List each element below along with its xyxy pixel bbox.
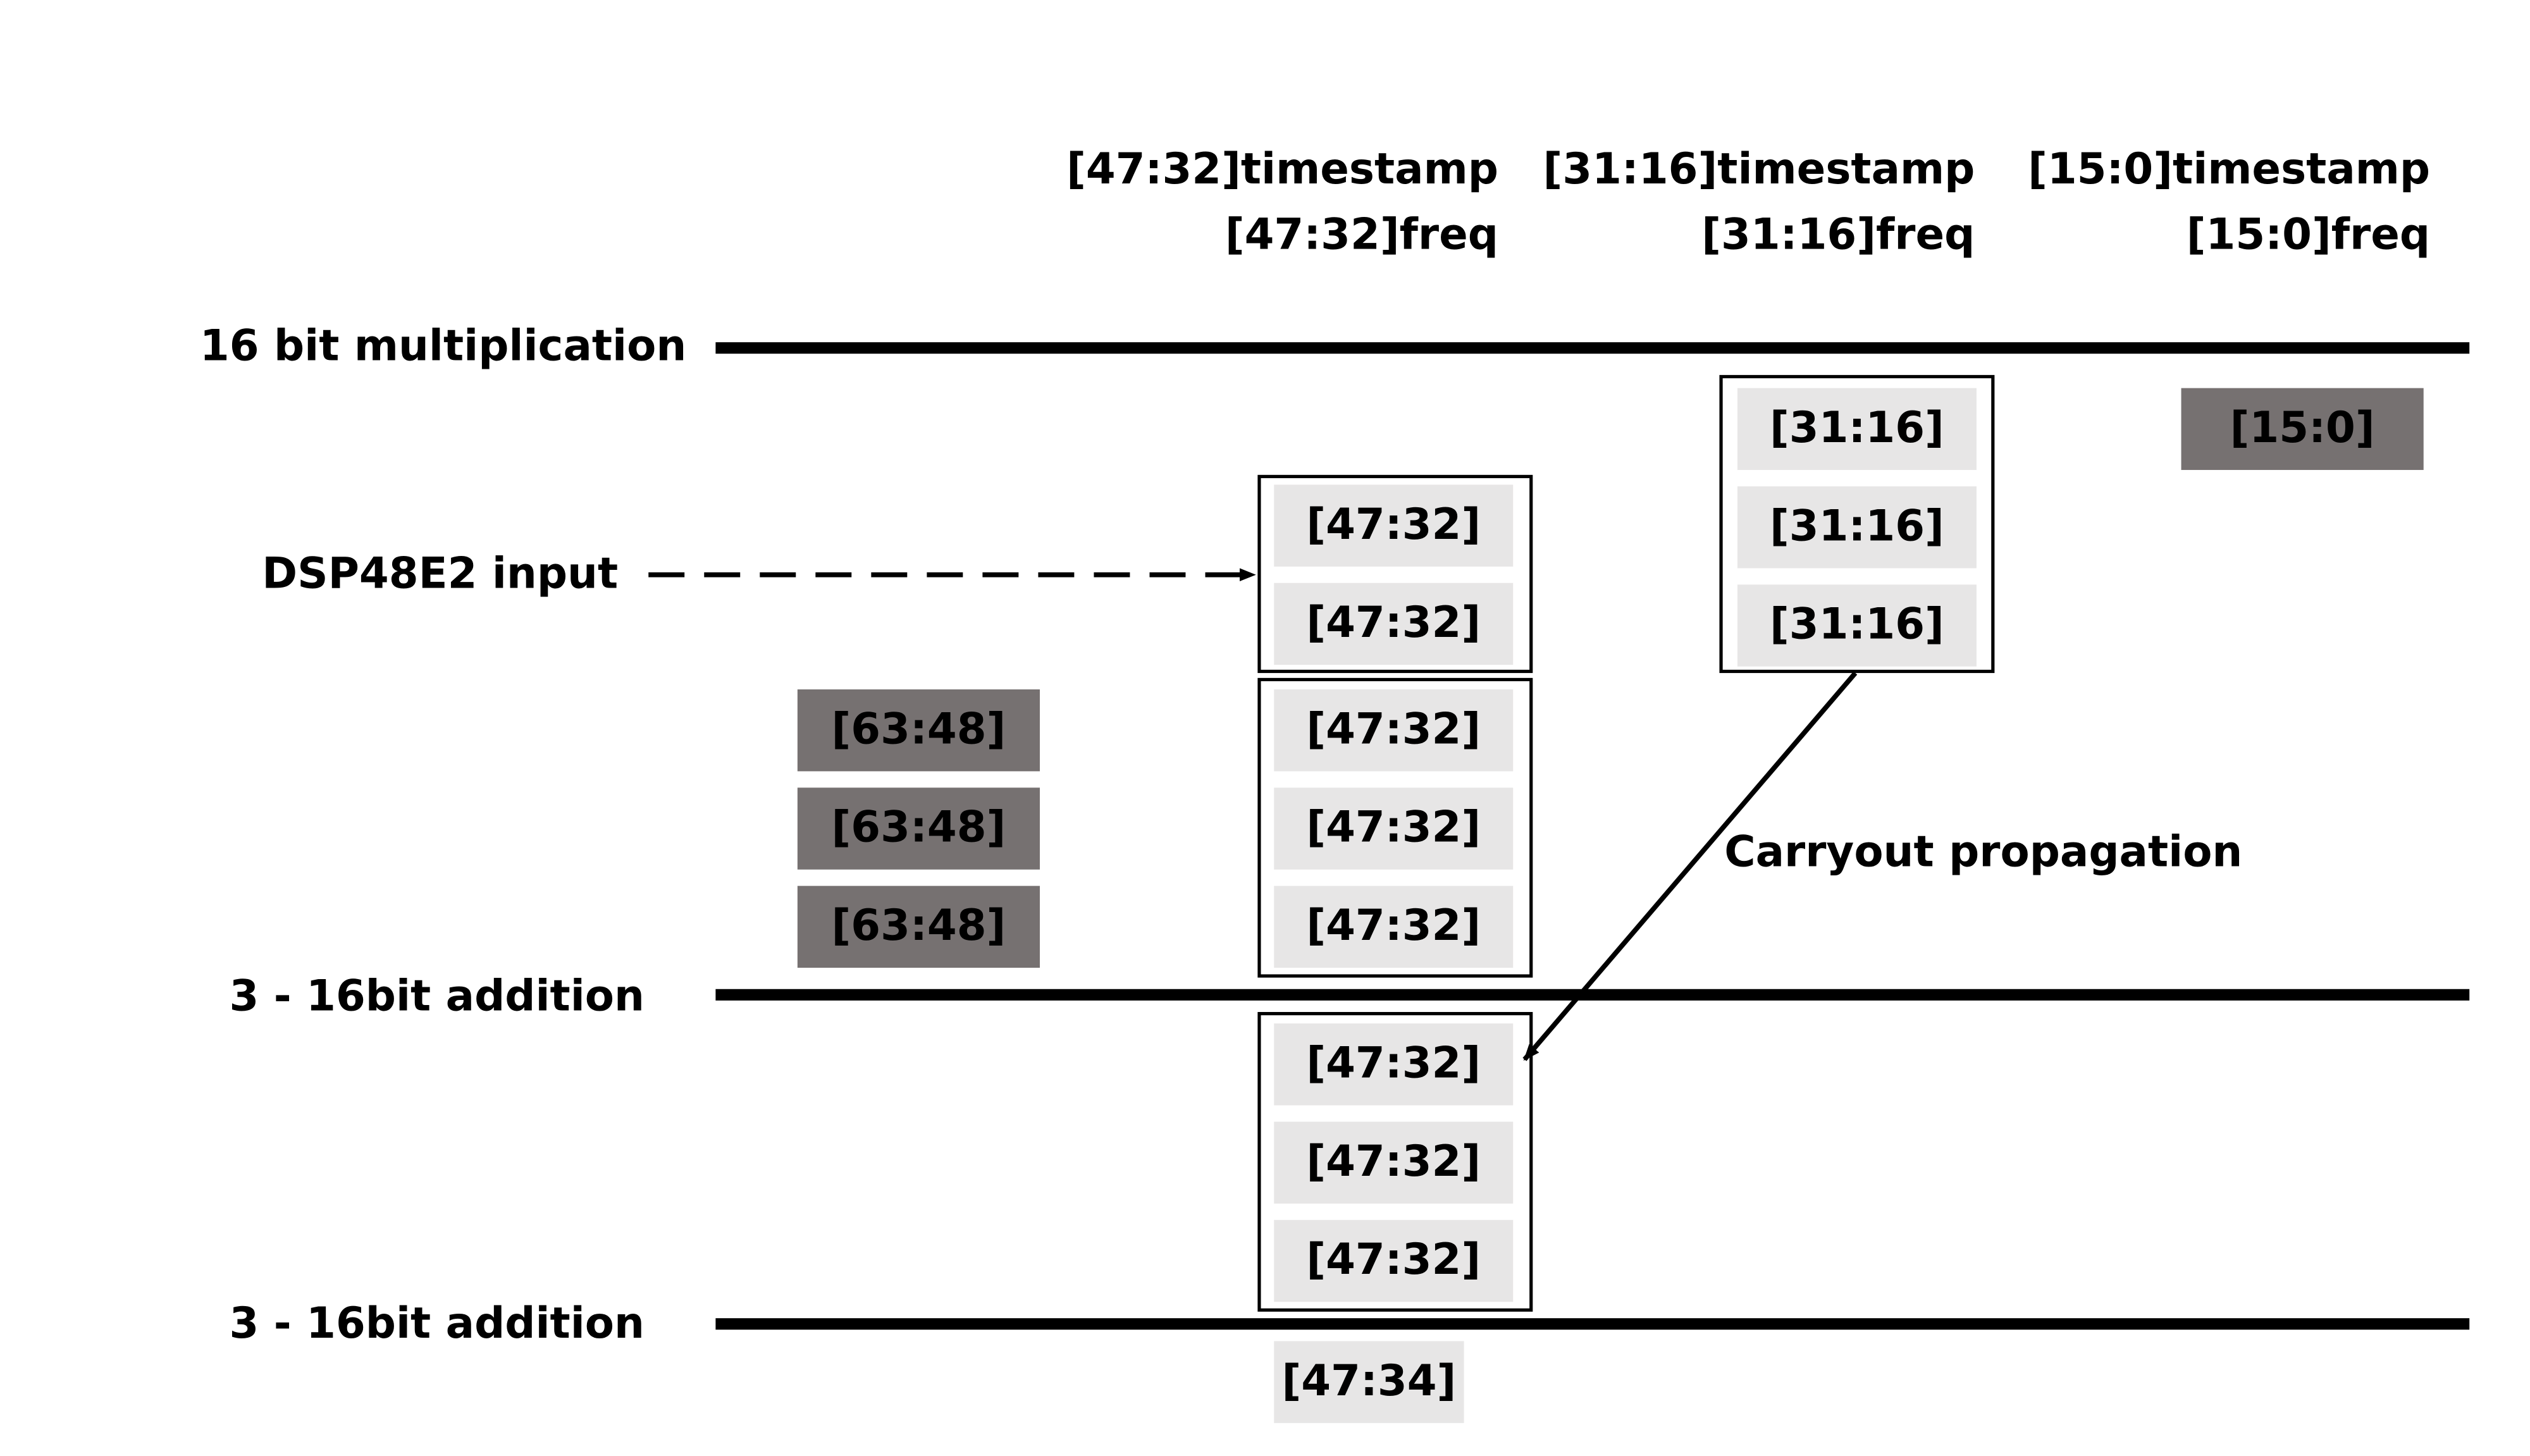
column-header-line2: [15:0]freq [2186,211,2431,261]
cell-31-16: [31:16] [1737,584,1977,667]
stage-label-addition-2: 3 - 16bit addition [229,1300,645,1350]
cell-31-16: [31:16] [1737,388,1977,471]
stage-label-multiplication: 16 bit multiplication [199,323,687,372]
stage-line-addition-1 [715,989,2470,1001]
column-header-15-0: [15:0]timestamp [15:0]freq [1965,144,2430,262]
column-header-line2: [31:16]freq [1701,211,1975,261]
dsp-input-group [1257,474,1533,674]
column-header-47-32: [47:32]timestamp [47:32]freq [982,144,1498,262]
carryout-arrow [1522,671,1858,1061]
dsp48e2-input-label: DSP48E2 input [262,550,619,600]
column-header-line2: [47:32]freq [1225,211,1498,261]
cell-47-32: [47:32] [1274,1121,1514,1204]
cell-47-32: [47:32] [1274,583,1514,665]
result-cell-47-34: [47:34] [1274,1341,1464,1423]
cell-63-48: [63:48] [797,689,1040,772]
column-header-line1: [31:16]timestamp [1543,145,1975,195]
stage-line-addition-2 [715,1318,2470,1330]
cell-47-32: [47:32] [1274,1023,1514,1106]
carry-source-group [1719,374,1995,674]
cell-47-32: [47:32] [1274,885,1514,968]
carryout-propagation-label: Carryout propagation [1724,829,2243,878]
cell-63-48: [63:48] [797,885,1040,968]
cell-31-16: [31:16] [1737,486,1977,569]
cell-47-32: [47:32] [1274,787,1514,870]
cell-47-32: [47:32] [1274,689,1514,772]
cell-63-48: [63:48] [797,787,1040,870]
column-header-31-16: [31:16]timestamp [31:16]freq [1474,144,1975,262]
stage-line-multiplication [715,342,2470,354]
addition-group-2 [1257,1012,1533,1312]
stage-label-addition-1: 3 - 16bit addition [229,972,645,1022]
cell-47-32: [47:32] [1274,1219,1514,1302]
cell-47-32: [47:32] [1274,484,1514,567]
column-header-line1: [47:32]timestamp [1066,145,1498,195]
cell-15-0: [15:0] [2181,388,2424,471]
column-header-line1: [15:0]timestamp [2028,145,2431,195]
addition-group-1 [1257,677,1533,978]
